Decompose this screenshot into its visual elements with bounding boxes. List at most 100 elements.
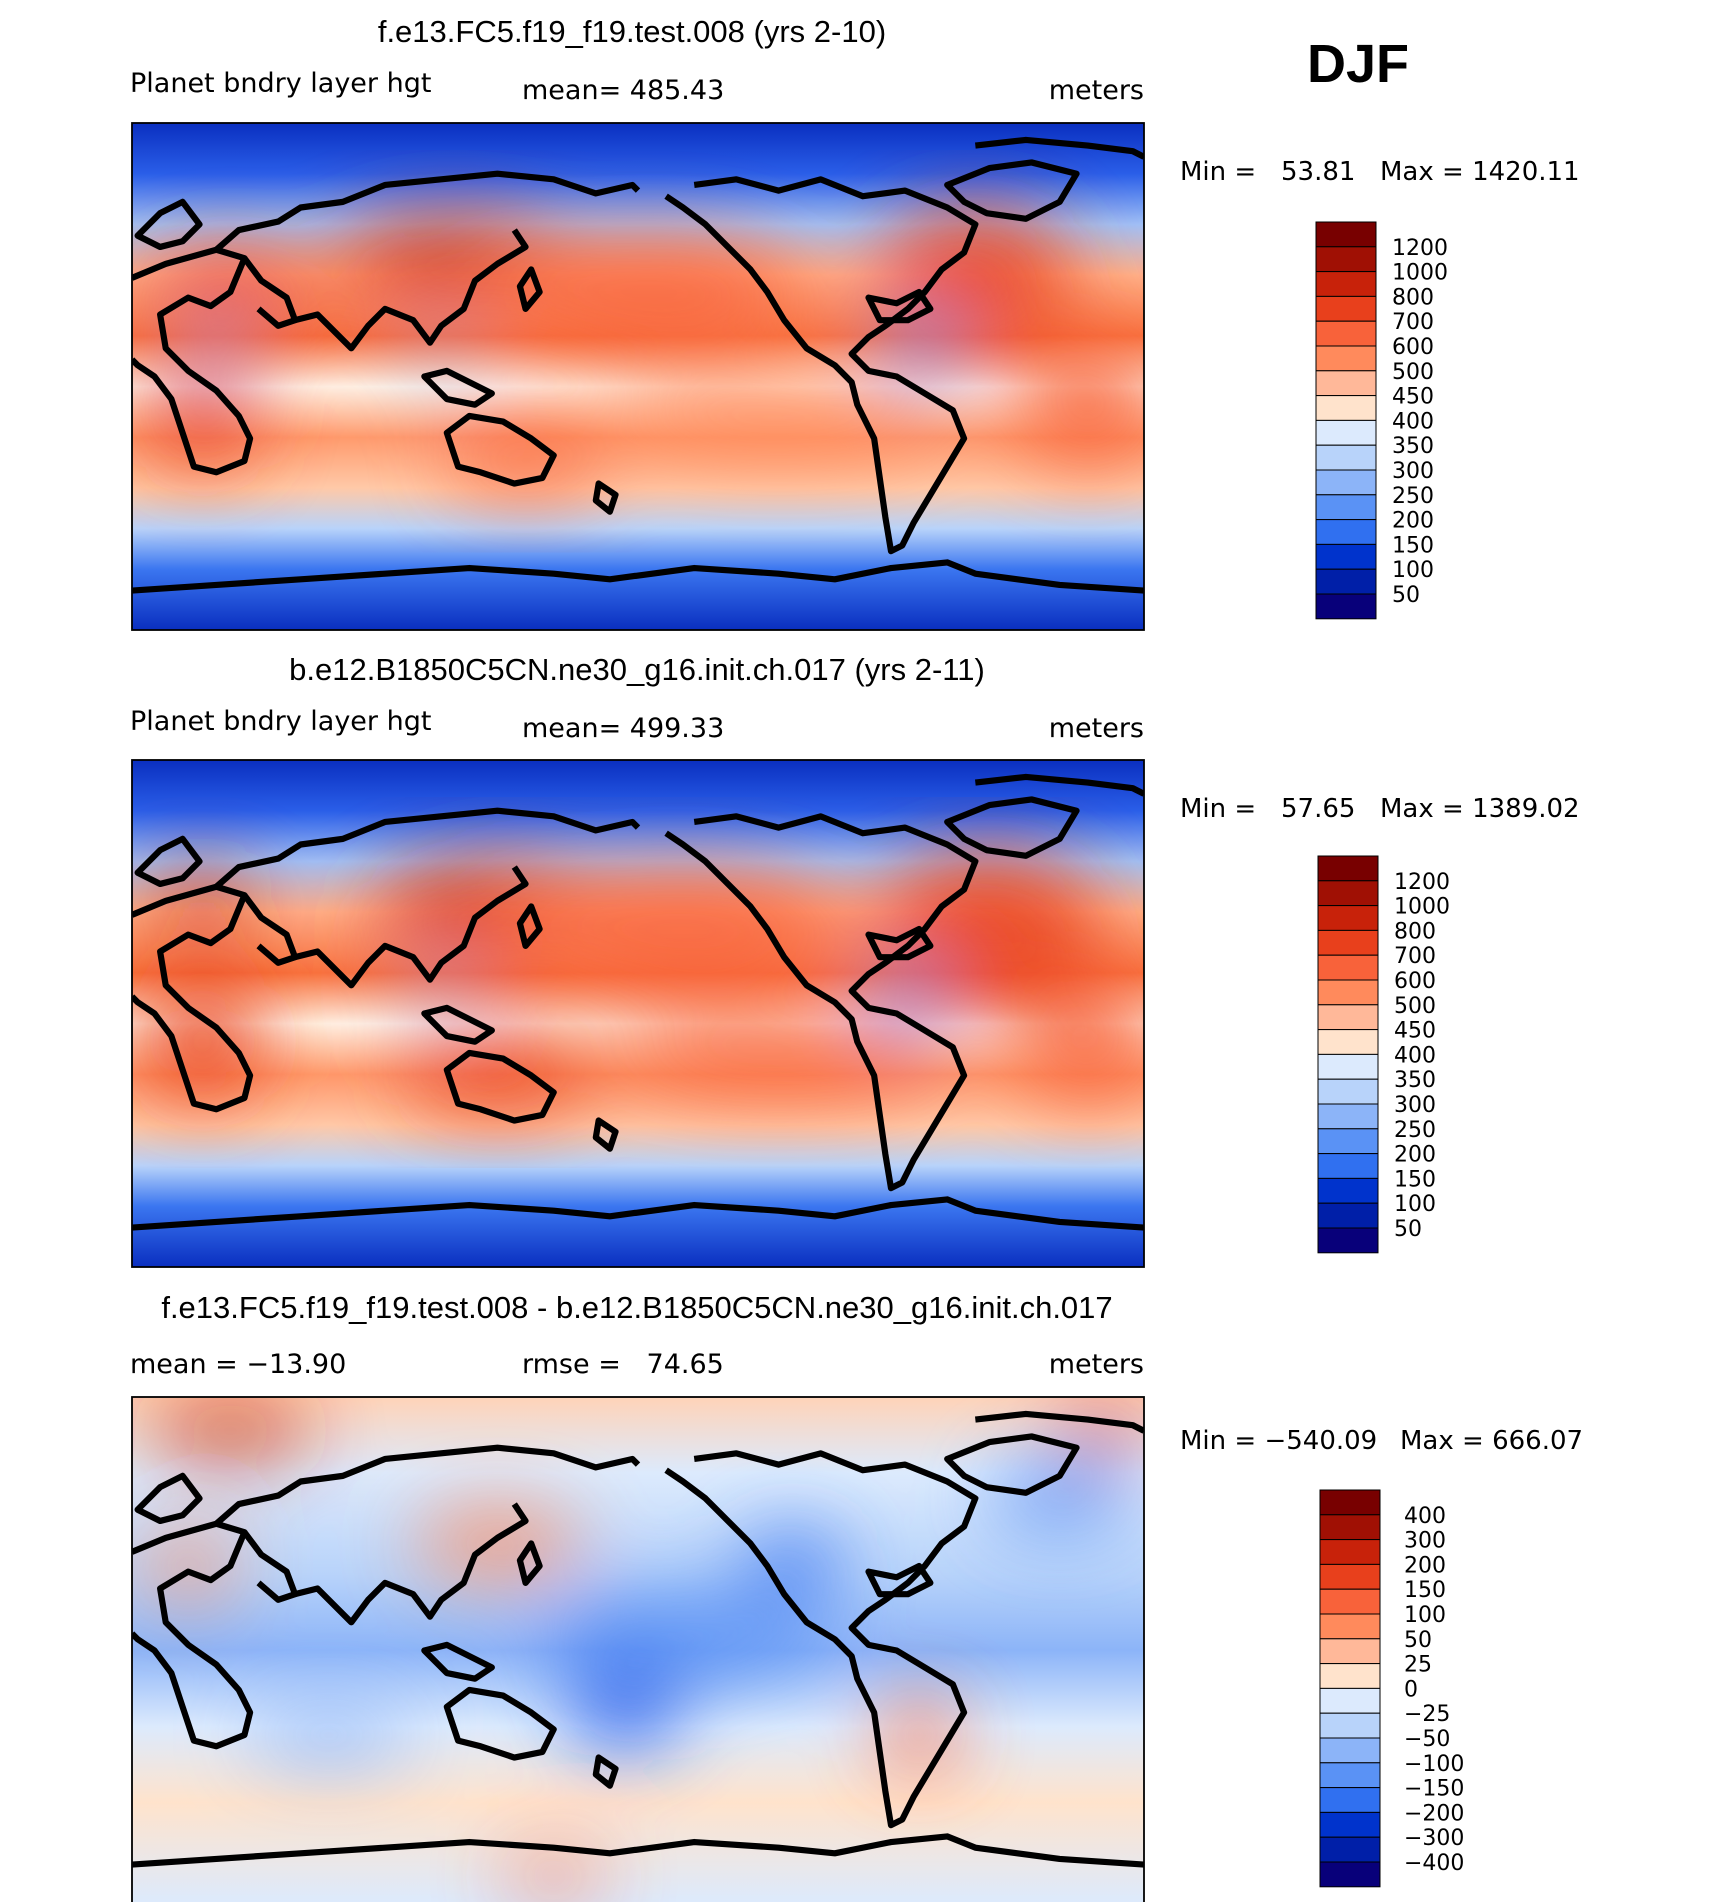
colorbar-tick-label: 700 xyxy=(1392,310,1434,335)
colorbar-swatch xyxy=(1319,1489,1381,1516)
colorbar-tick-label: 1200 xyxy=(1394,870,1450,895)
colorbar-swatch xyxy=(1317,1078,1379,1105)
panel-3-min: Min = −540.09 xyxy=(1180,1426,1377,1456)
colorbar-swatch xyxy=(1315,370,1377,397)
panel-2-units: meters xyxy=(1049,713,1144,744)
colorbar-tick-label: 400 xyxy=(1392,409,1434,434)
colorbar-tick-label: −50 xyxy=(1404,1727,1450,1752)
colorbar-tick-label: 1200 xyxy=(1392,236,1448,261)
colorbar-tick-label: 250 xyxy=(1394,1118,1436,1143)
colorbar-tick-label: 350 xyxy=(1392,434,1434,459)
panel-2-colorbar: 1200100080070060050045040035030025020015… xyxy=(1317,855,1450,1254)
colorbar-swatch xyxy=(1315,444,1377,471)
panel-1-min: Min = 53.81 xyxy=(1180,157,1355,187)
colorbar-swatch xyxy=(1315,593,1377,620)
colorbar-tick-label: −100 xyxy=(1404,1752,1464,1777)
panel-2-min: Min = 57.65 xyxy=(1180,794,1355,824)
colorbar-swatch xyxy=(1319,1762,1381,1789)
colorbar-swatch xyxy=(1319,1663,1381,1689)
panel-3: f.e13.FC5.f19_f19.test.008 - b.e12.B1850… xyxy=(130,1290,1583,1902)
colorbar-tick-label: −400 xyxy=(1404,1851,1464,1876)
colorbar-swatch xyxy=(1317,1103,1379,1130)
colorbar-swatch xyxy=(1315,568,1377,595)
panel-3-units: meters xyxy=(1049,1349,1144,1380)
colorbar-swatch xyxy=(1315,295,1377,322)
colorbar-tick-label: 500 xyxy=(1394,994,1436,1019)
colorbar-tick-label: 1000 xyxy=(1392,261,1448,286)
colorbar-swatch xyxy=(1319,1613,1381,1640)
colorbar-tick-label: 200 xyxy=(1394,1143,1436,1168)
colorbar-swatch xyxy=(1315,519,1377,545)
colorbar-tick-label: 150 xyxy=(1392,533,1434,558)
colorbar-tick-label: 200 xyxy=(1392,509,1434,534)
colorbar-tick-label: 400 xyxy=(1394,1043,1436,1068)
panel-3-mean: mean = −13.90 xyxy=(130,1349,346,1380)
colorbar-tick-label: 600 xyxy=(1392,335,1434,360)
colorbar-swatch xyxy=(1319,1539,1381,1565)
colorbar-tick-label: 150 xyxy=(1394,1167,1436,1192)
colorbar-swatch xyxy=(1315,543,1377,570)
colorbar-tick-label: 100 xyxy=(1404,1603,1446,1628)
colorbar-swatch xyxy=(1319,1638,1381,1665)
colorbar-tick-label: 0 xyxy=(1404,1677,1418,1702)
colorbar-swatch xyxy=(1315,345,1377,372)
colorbar-swatch xyxy=(1317,1177,1379,1204)
colorbar-tick-label: 1000 xyxy=(1394,895,1450,920)
season-label: DJF xyxy=(1307,34,1409,94)
colorbar-swatch xyxy=(1315,395,1377,421)
colorbar-tick-label: 500 xyxy=(1392,360,1434,385)
panel-2-variable: Planet bndry layer hgt xyxy=(130,706,431,737)
colorbar-tick-label: 400 xyxy=(1404,1504,1446,1529)
panel-1-title: f.e13.FC5.f19_f19.test.008 (yrs 2-10) xyxy=(378,14,886,49)
colorbar-tick-label: 300 xyxy=(1404,1529,1446,1554)
colorbar-tick-label: −200 xyxy=(1404,1801,1464,1826)
colorbar-swatch xyxy=(1317,855,1379,882)
panel-3-title: f.e13.FC5.f19_f19.test.008 - b.e12.B1850… xyxy=(161,1290,1112,1325)
panel-1-units: meters xyxy=(1049,75,1144,106)
colorbar-tick-label: 450 xyxy=(1392,385,1434,410)
colorbar-tick-label: 800 xyxy=(1394,919,1436,944)
colorbar-swatch xyxy=(1319,1811,1381,1838)
panel-1-mean: mean= 485.43 xyxy=(522,75,724,106)
colorbar-tick-label: −300 xyxy=(1404,1826,1464,1851)
colorbar-tick-label: 25 xyxy=(1404,1653,1432,1678)
colorbar-swatch xyxy=(1319,1787,1381,1813)
colorbar-tick-label: 350 xyxy=(1394,1068,1436,1093)
colorbar-swatch xyxy=(1317,929,1379,956)
colorbar-tick-label: 50 xyxy=(1404,1628,1432,1653)
colorbar-tick-label: 50 xyxy=(1392,583,1420,608)
colorbar-swatch xyxy=(1315,271,1377,297)
colorbar-tick-label: 200 xyxy=(1404,1553,1446,1578)
colorbar-tick-label: 700 xyxy=(1394,944,1436,969)
colorbar-tick-label: −150 xyxy=(1404,1777,1464,1802)
panel-1-max: Max = 1420.11 xyxy=(1380,157,1580,187)
colorbar-tick-label: −25 xyxy=(1404,1702,1450,1727)
panel-3-map xyxy=(131,1396,1145,1902)
colorbar-swatch xyxy=(1317,1029,1379,1055)
colorbar-swatch xyxy=(1317,905,1379,931)
panel-3-rmse: rmse = 74.65 xyxy=(522,1349,724,1380)
colorbar-tick-label: 100 xyxy=(1394,1192,1436,1217)
colorbar-swatch xyxy=(1317,1004,1379,1031)
colorbar-swatch xyxy=(1317,1202,1379,1229)
colorbar-swatch xyxy=(1319,1737,1381,1764)
colorbar-swatch xyxy=(1319,1588,1381,1615)
colorbar-swatch xyxy=(1319,1514,1381,1541)
panel-3-colorbar: 40030020015010050250−25−50−100−150−200−3… xyxy=(1319,1489,1464,1888)
panel-1-colorbar: 1200100080070060050045040035030025020015… xyxy=(1315,221,1448,620)
colorbar-tick-label: 150 xyxy=(1404,1578,1446,1603)
colorbar-swatch xyxy=(1317,1128,1379,1155)
colorbar-swatch xyxy=(1317,880,1379,907)
colorbar-swatch xyxy=(1317,1053,1379,1080)
colorbar-swatch xyxy=(1315,469,1377,496)
colorbar-swatch xyxy=(1315,246,1377,273)
colorbar-swatch xyxy=(1317,1227,1379,1254)
panel-2-max: Max = 1389.02 xyxy=(1380,794,1580,824)
colorbar-swatch xyxy=(1319,1712,1381,1739)
panel-1-variable: Planet bndry layer hgt xyxy=(130,68,431,99)
colorbar-swatch xyxy=(1317,979,1379,1006)
colorbar-swatch xyxy=(1315,221,1377,248)
panel-2-map xyxy=(131,759,1145,1268)
colorbar-swatch xyxy=(1319,1687,1381,1714)
